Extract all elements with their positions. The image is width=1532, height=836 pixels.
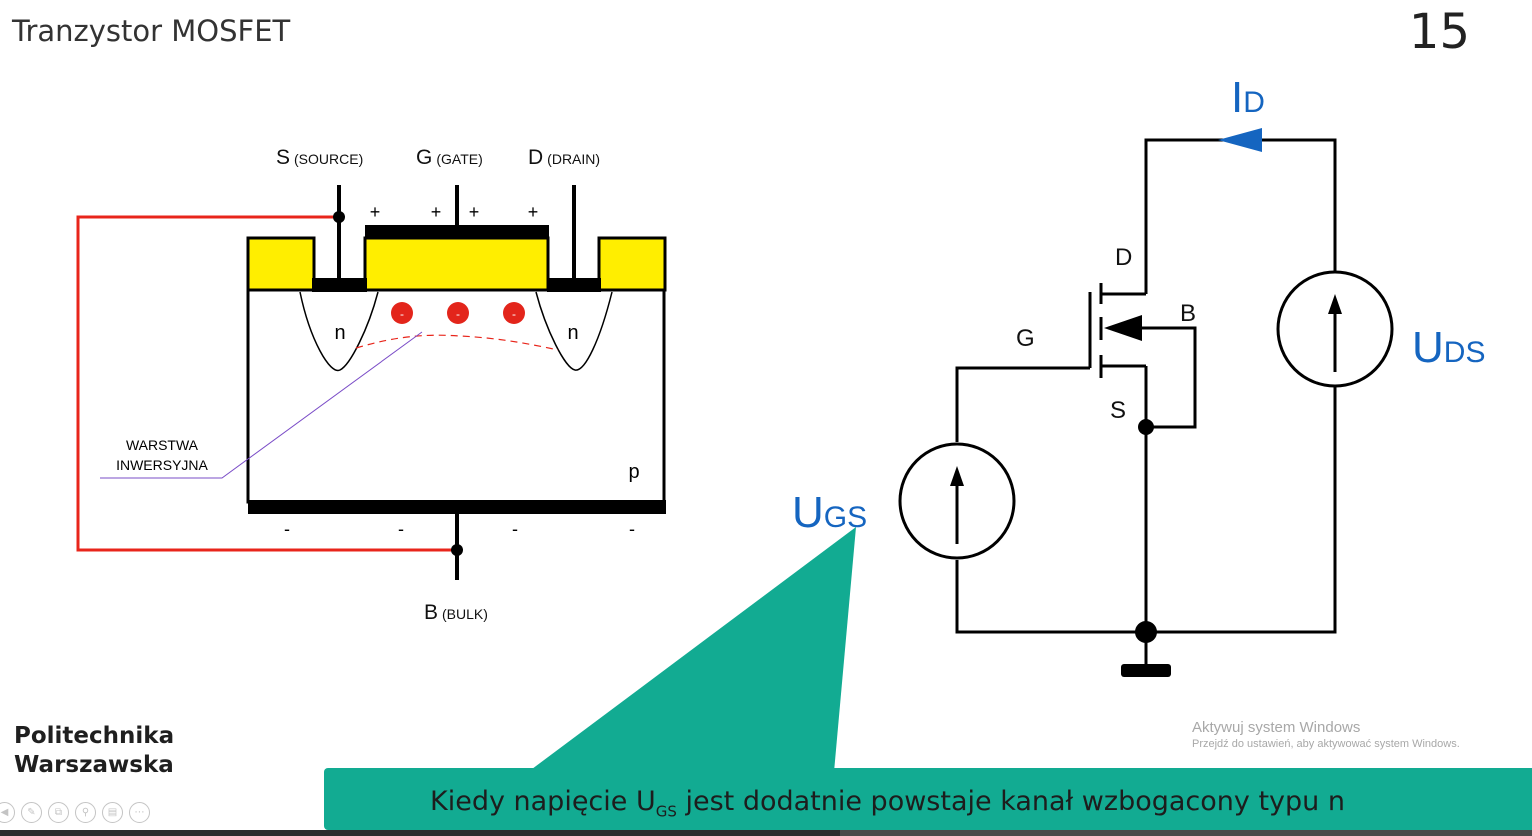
pin-s-label: S (1110, 397, 1126, 424)
pin-g-label: G (1016, 325, 1035, 352)
inversion-pointer (100, 331, 423, 479)
p-substrate-label: p (628, 461, 639, 483)
n-well-left (299, 291, 379, 372)
gate-wire (955, 366, 1090, 442)
pen-icon[interactable]: ✎ (21, 802, 42, 823)
oxide-gate (363, 236, 550, 292)
drain-metal (547, 278, 601, 292)
minus-sign: - (284, 519, 290, 539)
electron (503, 302, 525, 324)
electron-sign: - (512, 307, 516, 321)
windows-activation-watermark: Aktywuj system Windows Przejdź do ustawi… (1192, 719, 1460, 750)
id-label: ID (1231, 73, 1265, 122)
copy-icon[interactable]: ⧉ (48, 802, 69, 823)
taskbar-strip (0, 830, 840, 836)
gate-metal (365, 225, 549, 239)
bulk-contact (248, 500, 666, 514)
more-icon[interactable]: ⋯ (129, 802, 150, 823)
n-region-label: n (334, 322, 345, 344)
ugs-source (898, 442, 1016, 560)
inversion-label: INWERSYJNA (116, 457, 208, 473)
source-node (333, 211, 345, 223)
pin-b-label: B (1180, 300, 1196, 327)
ground-symbol (1121, 664, 1171, 677)
subtitles-icon[interactable]: ▤ (102, 802, 123, 823)
caption-pointer (528, 527, 856, 772)
plus-sign: + (469, 202, 480, 222)
drain-wire (1144, 138, 1337, 294)
ugs-arrowhead (950, 466, 964, 486)
uds-source (1276, 270, 1394, 388)
electron (391, 302, 413, 324)
uds-label: UDS (1412, 323, 1485, 372)
slide-number: 15 (1408, 4, 1470, 60)
source-metal (312, 278, 367, 292)
bulk-node (451, 544, 463, 556)
presentation-controls: ◀ ✎ ⧉ ⚲ ▤ ⋯ (0, 802, 150, 823)
id-arrow (1218, 128, 1262, 152)
watermark-subtitle: Przejdź do ustawień, aby aktywować syste… (1192, 738, 1460, 750)
source-junction (1138, 419, 1154, 435)
watermark-title: Aktywuj system Windows (1192, 719, 1361, 736)
plus-sign: + (528, 202, 539, 222)
uds-arrowhead (1328, 294, 1342, 314)
caption-text: Kiedy napięcie UGS jest dodatnie powstaj… (430, 786, 1345, 821)
minus-sign: - (629, 519, 635, 539)
pin-d-label: D (1115, 244, 1132, 271)
plus-sign: + (370, 202, 381, 222)
electron-sign: - (400, 307, 404, 321)
zoom-icon[interactable]: ⚲ (75, 802, 96, 823)
logo-line: Politechnika (14, 723, 175, 749)
bulk-wire (1108, 326, 1197, 429)
source-bulk-wire (76, 215, 457, 552)
terminal-s-label: S (SOURCE) (276, 146, 363, 169)
n-well-right (535, 291, 613, 371)
minus-sign: - (398, 519, 404, 539)
logo-line: Warszawska (14, 752, 174, 778)
terminal-g-label: G (GATE) (416, 146, 483, 169)
electron (447, 302, 469, 324)
inversion-label: WARSTWA (126, 437, 199, 453)
terminal-d-label: D (DRAIN) (528, 146, 600, 169)
ugs-label: UGS (792, 488, 867, 537)
plus-sign: + (431, 202, 442, 222)
bulk-arrow (1104, 315, 1142, 341)
caption-box (324, 768, 1532, 830)
oxide-right (597, 236, 667, 292)
minus-sign: - (512, 519, 518, 539)
electron-sign: - (456, 307, 460, 321)
slide-title: Tranzystor MOSFET (12, 14, 291, 48)
university-logo: Politechnika Warszawska (14, 722, 174, 780)
n-region-label: n (567, 322, 578, 344)
terminal-b-label: B (BULK) (424, 601, 488, 624)
taskbar-strip (840, 830, 1532, 836)
oxide-left (246, 236, 316, 292)
back-icon[interactable]: ◀ (0, 802, 15, 823)
ground-junction (1135, 621, 1157, 643)
